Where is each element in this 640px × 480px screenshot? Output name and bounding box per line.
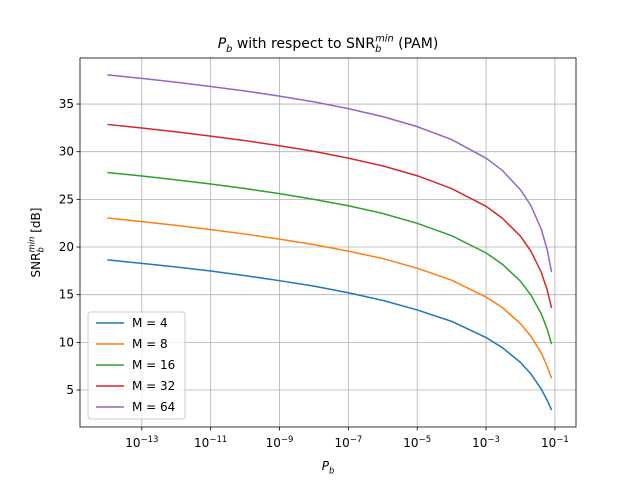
chart-title-part: b (226, 44, 232, 55)
chart-title-part: b (375, 44, 381, 55)
legend-label: M = 4 (132, 316, 168, 330)
y-tick-label: 20 (59, 240, 74, 254)
series-line (107, 259, 553, 411)
legend-label: M = 16 (132, 358, 175, 372)
chart-title-part: with respect to SNR (232, 36, 375, 52)
chart-title-part: min (375, 34, 393, 45)
y-axis-label-part: SNR (29, 253, 43, 278)
x-tick-label: 10−9 (266, 435, 294, 450)
legend-box (87, 311, 186, 420)
y-tick-label: 30 (59, 145, 74, 159)
y-axis-label: SNRbmin [dB] (27, 208, 46, 278)
x-tick-label: 10−3 (472, 435, 500, 450)
x-tick-label: 10−1 (541, 435, 569, 450)
chart-title: Pb with respect to SNRbmin (PAM) (218, 34, 439, 56)
legend-label: M = 32 (132, 379, 175, 393)
x-axis-label-part: P (322, 459, 330, 473)
y-tick-label: 5 (66, 383, 74, 397)
y-tick-label: 35 (59, 97, 74, 111)
series-line (107, 217, 553, 379)
x-tick-label: 10−5 (403, 435, 431, 450)
x-tick-label: 10−7 (334, 435, 362, 450)
y-axis-label-part: min (27, 237, 37, 253)
chart-title-part: P (218, 36, 227, 52)
chart-title-part: (PAM) (394, 36, 439, 52)
y-tick-label: 25 (59, 192, 74, 206)
y-tick-label: 15 (59, 288, 74, 302)
legend-label: M = 8 (132, 337, 168, 351)
x-tick-label: 10−11 (194, 435, 227, 450)
y-axis-label-part: b (36, 247, 46, 252)
series-line (107, 123, 553, 309)
plot-frame (79, 57, 577, 428)
x-tick-label: 10−13 (125, 435, 158, 450)
x-axis-label: Pb (322, 459, 335, 476)
x-axis-label-part: b (329, 466, 334, 476)
legend-label: M = 64 (132, 400, 175, 414)
y-tick-label: 10 (59, 335, 74, 349)
series-line (107, 74, 553, 273)
y-axis-label-part: [dB] (29, 208, 43, 237)
series-line (107, 171, 553, 345)
